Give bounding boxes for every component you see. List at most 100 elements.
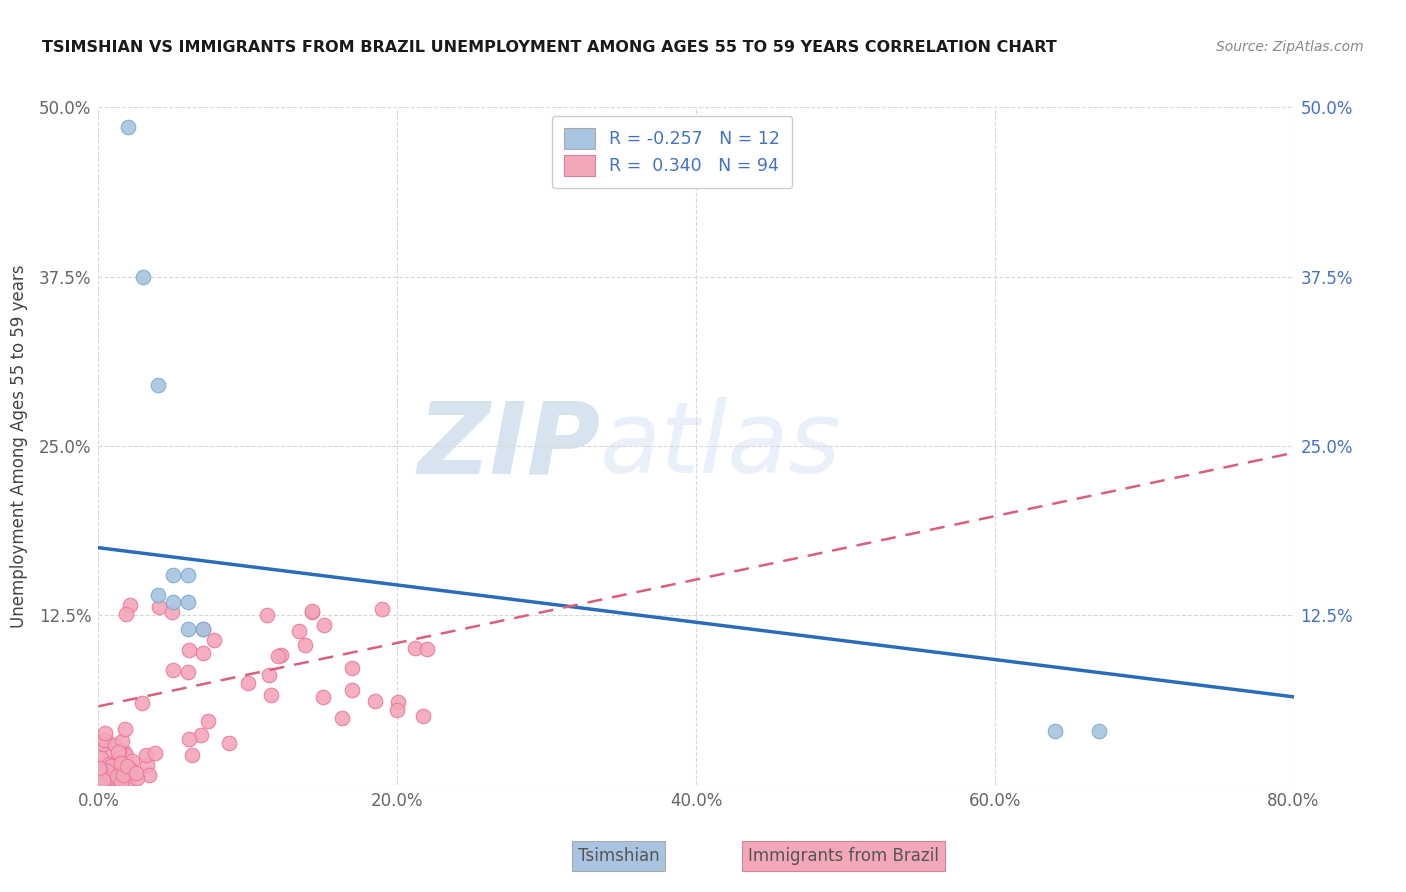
Point — [90, 757, 112, 772]
Point — [93, 726, 115, 740]
Point — [104, 771, 127, 785]
Point — [177, 595, 200, 609]
Point — [301, 604, 323, 618]
Point — [148, 378, 170, 392]
Point — [236, 676, 259, 690]
Point — [218, 736, 240, 750]
Text: TSIMSHIAN VS IMMIGRANTS FROM BRAZIL UNEMPLOYMENT AMONG AGES 55 TO 59 YEARS CORRE: TSIMSHIAN VS IMMIGRANTS FROM BRAZIL UNEM… — [42, 40, 1057, 55]
Point — [120, 769, 142, 783]
Point — [118, 599, 141, 613]
Point — [125, 765, 148, 780]
Point — [115, 759, 138, 773]
Point — [100, 759, 122, 773]
Point — [97, 745, 120, 759]
Point — [110, 765, 132, 780]
Point — [148, 588, 170, 602]
Point — [115, 607, 138, 621]
Point — [1088, 723, 1111, 738]
Point — [412, 709, 434, 723]
Point — [330, 711, 353, 725]
Point — [342, 683, 364, 698]
Point — [117, 777, 139, 791]
Text: Immigrants from Brazil: Immigrants from Brazil — [748, 847, 939, 865]
Point — [104, 769, 127, 783]
Point — [179, 643, 201, 657]
Point — [100, 763, 122, 777]
Point — [87, 761, 110, 775]
Point — [96, 775, 118, 789]
Point — [105, 769, 128, 783]
Point — [311, 690, 333, 704]
Point — [90, 751, 112, 765]
Y-axis label: Unemployment Among Ages 55 to 59 years: Unemployment Among Ages 55 to 59 years — [10, 264, 28, 628]
Point — [118, 762, 141, 776]
Point — [287, 624, 309, 638]
Point — [136, 757, 159, 772]
Point — [98, 774, 121, 789]
Point — [387, 695, 409, 709]
Point — [177, 732, 200, 747]
Point — [103, 771, 125, 785]
Point — [385, 703, 409, 717]
Point — [101, 757, 124, 772]
Point — [91, 767, 114, 781]
Point — [314, 618, 336, 632]
Point — [110, 756, 132, 771]
Point — [132, 269, 155, 284]
Point — [177, 665, 200, 679]
Text: ZIP: ZIP — [418, 398, 600, 494]
Text: Source: ZipAtlas.com: Source: ZipAtlas.com — [1216, 40, 1364, 54]
Point — [191, 646, 214, 660]
Point — [256, 608, 278, 623]
Point — [114, 746, 136, 760]
Text: Tsimshian: Tsimshian — [578, 847, 659, 865]
Point — [97, 763, 120, 777]
Point — [260, 688, 283, 702]
Point — [91, 772, 114, 787]
Point — [96, 764, 118, 779]
Point — [104, 738, 127, 752]
Point — [93, 732, 115, 747]
Point — [191, 622, 214, 636]
Point — [162, 567, 184, 582]
Point — [111, 734, 134, 748]
Legend: R = -0.257   N = 12, R =  0.340   N = 94: R = -0.257 N = 12, R = 0.340 N = 94 — [553, 116, 792, 188]
Point — [270, 648, 292, 662]
Point — [177, 567, 200, 582]
Point — [114, 723, 136, 737]
Point — [107, 745, 129, 759]
Point — [177, 622, 200, 636]
Point — [91, 765, 114, 780]
Point — [294, 639, 316, 653]
Point — [267, 649, 290, 664]
Point — [364, 694, 387, 708]
Point — [98, 757, 121, 772]
Point — [138, 768, 160, 782]
Text: atlas: atlas — [600, 398, 842, 494]
Point — [259, 667, 281, 681]
Point — [181, 748, 204, 763]
Point — [191, 622, 214, 636]
Point — [111, 778, 134, 792]
Point — [121, 754, 143, 768]
Point — [104, 763, 127, 777]
Point — [125, 772, 148, 786]
Point — [111, 767, 134, 781]
Point — [162, 595, 184, 609]
Point — [162, 663, 184, 677]
Point — [89, 775, 111, 789]
Point — [148, 600, 170, 615]
Point — [110, 775, 132, 789]
Point — [135, 747, 157, 762]
Point — [197, 714, 219, 728]
Point — [131, 696, 153, 710]
Point — [404, 640, 426, 655]
Point — [202, 632, 225, 647]
Point — [96, 775, 118, 789]
Point — [89, 763, 111, 777]
Point — [143, 746, 166, 760]
Point — [107, 772, 129, 787]
Point — [105, 758, 128, 772]
Point — [160, 605, 183, 619]
Point — [117, 771, 139, 785]
